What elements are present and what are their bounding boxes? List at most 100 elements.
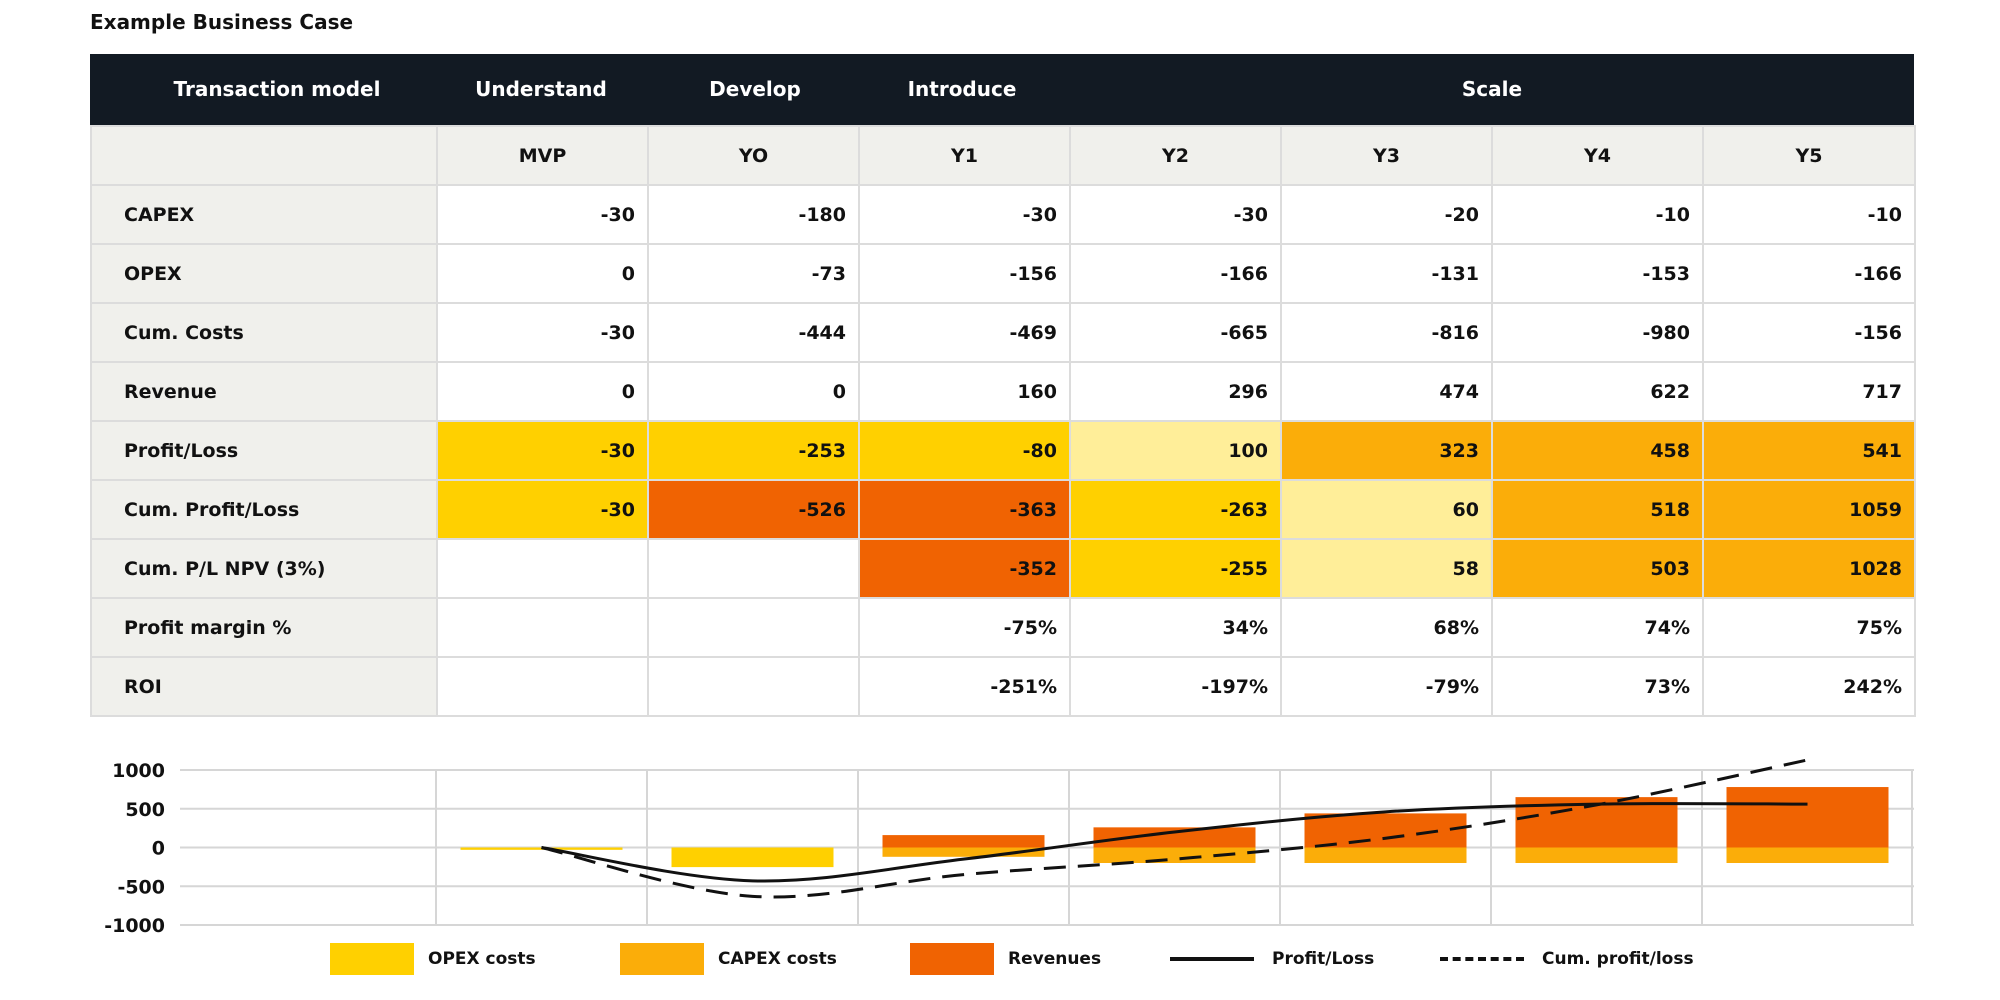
table-row: Revenue 0 0 160 296 474 622 717 [90, 361, 1916, 422]
table-cell: -363 [858, 479, 1071, 540]
table-cell: 503 [1491, 538, 1704, 599]
table-cell: 58 [1280, 538, 1493, 599]
table-cell: -166 [1069, 243, 1282, 304]
table-cell: -20 [1280, 184, 1493, 245]
table-cell: 1028 [1702, 538, 1916, 599]
table-cell: 160 [858, 361, 1071, 422]
table-row: Cum. P/L NPV (3%) -352 -255 58 503 1028 [90, 538, 1916, 599]
table-cell: -156 [1702, 302, 1916, 363]
legend-dashed-line [1440, 957, 1524, 961]
table-cell: -665 [1069, 302, 1282, 363]
legend-item: Cum. profit/loss [1440, 942, 1694, 976]
table-cell: 717 [1702, 361, 1916, 422]
table-cell [647, 656, 860, 717]
table-cell: -30 [858, 184, 1071, 245]
row-label: Cum. Profit/Loss [90, 479, 438, 540]
row-label: Profit margin % [90, 597, 438, 658]
phase-header-bar: Transaction model Understand Develop Int… [90, 54, 1914, 125]
table-cell: -255 [1069, 538, 1282, 599]
legend-label: OPEX costs [428, 949, 536, 969]
legend-item: Profit/Loss [1170, 942, 1374, 976]
legend-item: Revenues [910, 942, 1101, 976]
y-tick-label: 1000 [112, 760, 165, 782]
table-cell: 518 [1491, 479, 1704, 540]
table-cell: -153 [1491, 243, 1704, 304]
y-tick-label: 0 [152, 838, 165, 860]
table-cell: 474 [1280, 361, 1493, 422]
table-cell: 75% [1702, 597, 1916, 658]
column-header: YO [647, 125, 860, 186]
table-cell: -80 [858, 420, 1071, 481]
page-title: Example Business Case [90, 10, 354, 34]
table-cell: -166 [1702, 243, 1916, 304]
table-cell: -30 [436, 479, 649, 540]
bar-opex-costs [671, 847, 834, 868]
table-cell: -251% [858, 656, 1071, 717]
table-cell: 34% [1069, 597, 1282, 658]
table-cell: 100 [1069, 420, 1282, 481]
table-cell: -444 [647, 302, 860, 363]
column-header: Y3 [1280, 125, 1493, 186]
legend-label: CAPEX costs [718, 949, 837, 969]
bar-revenues [1726, 787, 1889, 848]
bar-capex-costs [1515, 847, 1678, 863]
bar-capex-costs [1093, 847, 1256, 863]
row-label: CAPEX [90, 184, 438, 245]
table-row: OPEX 0 -73 -156 -166 -131 -153 -166 [90, 243, 1916, 304]
table-cell: -73 [647, 243, 860, 304]
business-case-table: MVP YO Y1 Y2 Y3 Y4 Y5 CAPEX -30 -180 -30 -30… [90, 125, 1916, 717]
table-cell: -253 [647, 420, 860, 481]
table-cell: -816 [1280, 302, 1493, 363]
phase-understand: Understand [475, 77, 607, 101]
y-tick-label: 500 [125, 799, 165, 821]
table-cell: -30 [436, 420, 649, 481]
table-row: Profit margin % -75% 34% 68% 74% 75% [90, 597, 1916, 658]
table-cell: -197% [1069, 656, 1282, 717]
table-cell: -180 [647, 184, 860, 245]
column-header: Y2 [1069, 125, 1282, 186]
table-cell: 0 [436, 243, 649, 304]
legend-label: Revenues [1008, 949, 1102, 969]
table-cell: -156 [858, 243, 1071, 304]
bar-capex-costs [882, 847, 1045, 857]
table-cell: -263 [1069, 479, 1282, 540]
table-cell: 0 [647, 361, 860, 422]
row-label: Profit/Loss [90, 420, 438, 481]
legend-item: CAPEX costs [620, 942, 837, 976]
legend-swatch [330, 943, 414, 975]
table-row: Cum. Costs -30 -444 -469 -665 -816 -980 -156 [90, 302, 1916, 363]
legend-item: OPEX costs [330, 942, 536, 976]
table-cell [436, 597, 649, 658]
table-cell [436, 656, 649, 717]
table-cell: 296 [1069, 361, 1282, 422]
table-cell: -469 [858, 302, 1071, 363]
table-cell: 323 [1280, 420, 1493, 481]
table-cell: -75% [858, 597, 1071, 658]
table-cell: 68% [1280, 597, 1493, 658]
column-header: Y5 [1702, 125, 1916, 186]
phase-scale: Scale [1461, 77, 1523, 101]
business-case-chart: 1000 500 0 -500 -1000 [104, 758, 1914, 937]
table-cell: -131 [1280, 243, 1493, 304]
table-row: CAPEX -30 -180 -30 -30 -20 -10 -10 [90, 184, 1916, 245]
phase-introduce: Introduce [907, 77, 1017, 101]
row-label: OPEX [90, 243, 438, 304]
table-cell: -352 [858, 538, 1071, 599]
chart-legend: OPEX costs CAPEX costs Revenues Profit/Loss… [0, 942, 2000, 982]
legend-label: Cum. profit/loss [1542, 949, 1694, 969]
column-header: MVP [436, 125, 649, 186]
y-tick-label: -1000 [104, 915, 165, 937]
bar-revenues [882, 835, 1045, 848]
table-cell: -30 [1069, 184, 1282, 245]
column-header: Y1 [858, 125, 1071, 186]
bar-capex-costs [1726, 847, 1889, 863]
table-row: ROI -251% -197% -79% 73% 242% [90, 656, 1916, 717]
table-cell: -30 [436, 302, 649, 363]
bar-capex-costs [1304, 847, 1467, 863]
phase-develop: Develop [709, 77, 801, 101]
column-header-row: MVP YO Y1 Y2 Y3 Y4 Y5 [90, 125, 1916, 186]
bar-revenues [1093, 827, 1256, 848]
table-cell [436, 538, 649, 599]
table-cell: -79% [1280, 656, 1493, 717]
table-cell: 622 [1491, 361, 1704, 422]
